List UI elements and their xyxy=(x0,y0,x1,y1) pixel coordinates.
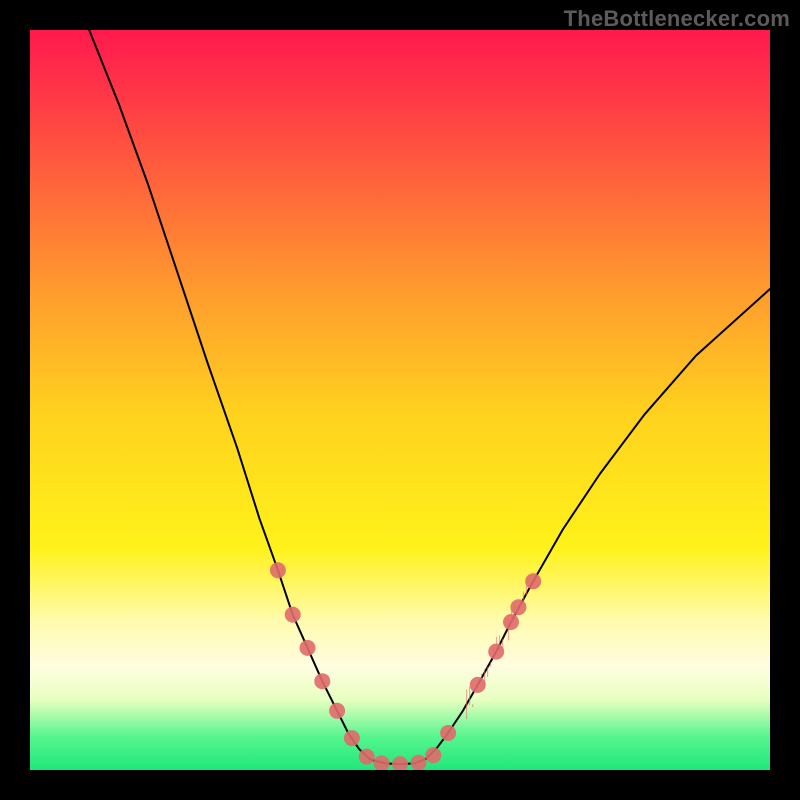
plot-area xyxy=(30,30,770,770)
curve-marker xyxy=(488,644,504,660)
curve-marker xyxy=(510,599,526,615)
watermark-text: TheBottlenecker.com xyxy=(564,6,790,32)
curve-marker xyxy=(411,755,427,770)
curve-marker xyxy=(425,747,441,763)
curve-marker xyxy=(374,755,390,770)
curve-marker xyxy=(470,677,486,693)
curve-marker xyxy=(270,562,286,578)
curve-marker xyxy=(300,640,316,656)
chart-frame: TheBottlenecker.com xyxy=(0,0,800,800)
curve-marker xyxy=(329,703,345,719)
curve-marker xyxy=(359,749,375,765)
curve-marker xyxy=(525,573,541,589)
curve-markers xyxy=(270,562,541,770)
curve-marker xyxy=(440,725,456,741)
curve-marker xyxy=(314,673,330,689)
curve-marker xyxy=(344,730,360,746)
curve-marker xyxy=(285,607,301,623)
curve-marker xyxy=(503,614,519,630)
curve-marker xyxy=(392,756,408,770)
bottleneck-curve xyxy=(89,30,770,764)
chart-svg xyxy=(30,30,770,770)
